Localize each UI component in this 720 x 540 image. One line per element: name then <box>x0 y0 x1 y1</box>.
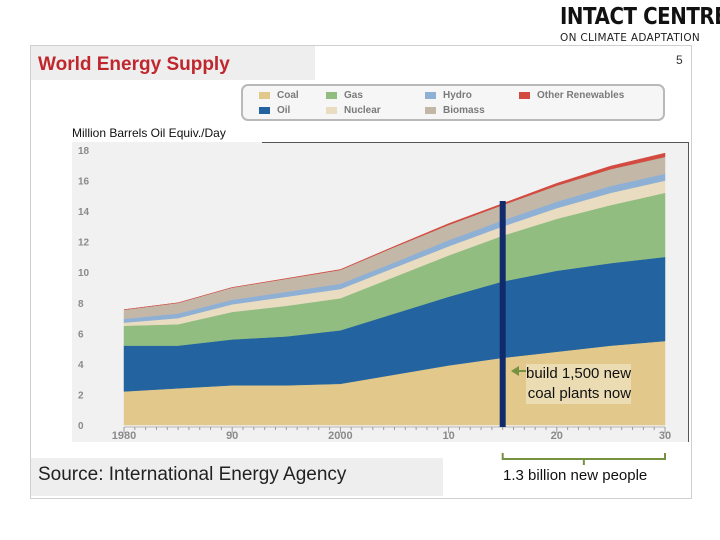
coal-plants-annotation: build 1,500 new coal plants now <box>526 364 632 404</box>
x-tick-label-20: 20 <box>551 430 563 442</box>
legend-swatch-biomass <box>425 107 436 114</box>
y-label-rule <box>262 142 688 143</box>
legend-swatch-nuclear <box>326 107 337 114</box>
x-tick-label-90: 90 <box>226 430 238 442</box>
legend-item-gas: Gas <box>326 90 363 101</box>
y-axis-label: Million Barrels Oil Equiv./Day <box>72 126 229 140</box>
legend-label-coal: Coal <box>277 90 299 101</box>
population-bracket <box>501 453 666 460</box>
y-tick-label-12: 12 <box>78 238 90 249</box>
y-tick-label-8: 8 <box>78 299 84 310</box>
y-tick-label-6: 6 <box>78 329 84 340</box>
y-tick-label-4: 4 <box>78 360 84 371</box>
slide-title: World Energy Supply <box>38 54 230 75</box>
legend-item-hydro: Hydro <box>425 90 472 101</box>
x-tick-label-1980: 1980 <box>112 430 136 442</box>
y-tick-label-14: 14 <box>78 207 90 218</box>
marker-line <box>499 201 506 427</box>
legend-label-gas: Gas <box>344 90 363 101</box>
y-tick-label-18: 18 <box>78 146 90 157</box>
legend-item-oil: Oil <box>259 105 290 116</box>
legend-swatch-gas <box>326 92 337 99</box>
population-note: 1.3 billion new people <box>503 467 648 484</box>
chart-legend: Coal Gas Hydro Other Renewables Oil Nucl… <box>241 84 665 121</box>
y-tick-label-0: 0 <box>78 421 84 432</box>
legend-item-other-renewables: Other Renewables <box>519 90 624 101</box>
intact-centre-logo: INTACT CENTRE ON CLIMATE ADAPTATION <box>560 4 720 50</box>
legend-label-other-renewables: Other Renewables <box>537 90 625 101</box>
legend-item-coal: Coal <box>259 90 299 101</box>
annotation-line-1: build 1,500 new <box>526 365 632 382</box>
y-tick-label-10: 10 <box>78 268 90 279</box>
x-tick-label-10: 10 <box>442 430 454 442</box>
logo-wordmark: INTACT CENTRE <box>560 4 720 30</box>
legend-label-hydro: Hydro <box>443 90 472 101</box>
legend-item-biomass: Biomass <box>425 105 485 116</box>
y-tick-label-16: 16 <box>78 177 90 188</box>
legend-swatch-coal <box>259 92 270 99</box>
legend-label-nuclear: Nuclear <box>344 105 381 116</box>
page-number: 5 <box>676 53 683 67</box>
annotation-arrow-head <box>511 366 519 376</box>
x-tick-label-2000: 2000 <box>328 430 352 442</box>
legend-swatch-other-renewables <box>519 92 530 99</box>
slide-frame <box>30 45 692 499</box>
area-other_renewables <box>123 152 666 310</box>
source-background <box>31 458 443 496</box>
legend-label-biomass: Biomass <box>443 105 485 116</box>
legend-swatch-oil <box>259 107 270 114</box>
legend-swatch-hydro <box>425 92 436 99</box>
legend-item-nuclear: Nuclear <box>326 105 381 116</box>
logo-tagline: ON CLIMATE ADAPTATION <box>560 32 701 44</box>
y-tick-label-2: 2 <box>78 390 84 401</box>
legend-label-oil: Oil <box>277 105 291 116</box>
source-note: Source: International Energy Agency <box>38 464 347 485</box>
chart-right-rule <box>688 142 689 442</box>
title-background <box>31 46 315 80</box>
annotation-line-2: coal plants now <box>527 385 632 402</box>
x-tick-label-30: 30 <box>659 430 671 442</box>
